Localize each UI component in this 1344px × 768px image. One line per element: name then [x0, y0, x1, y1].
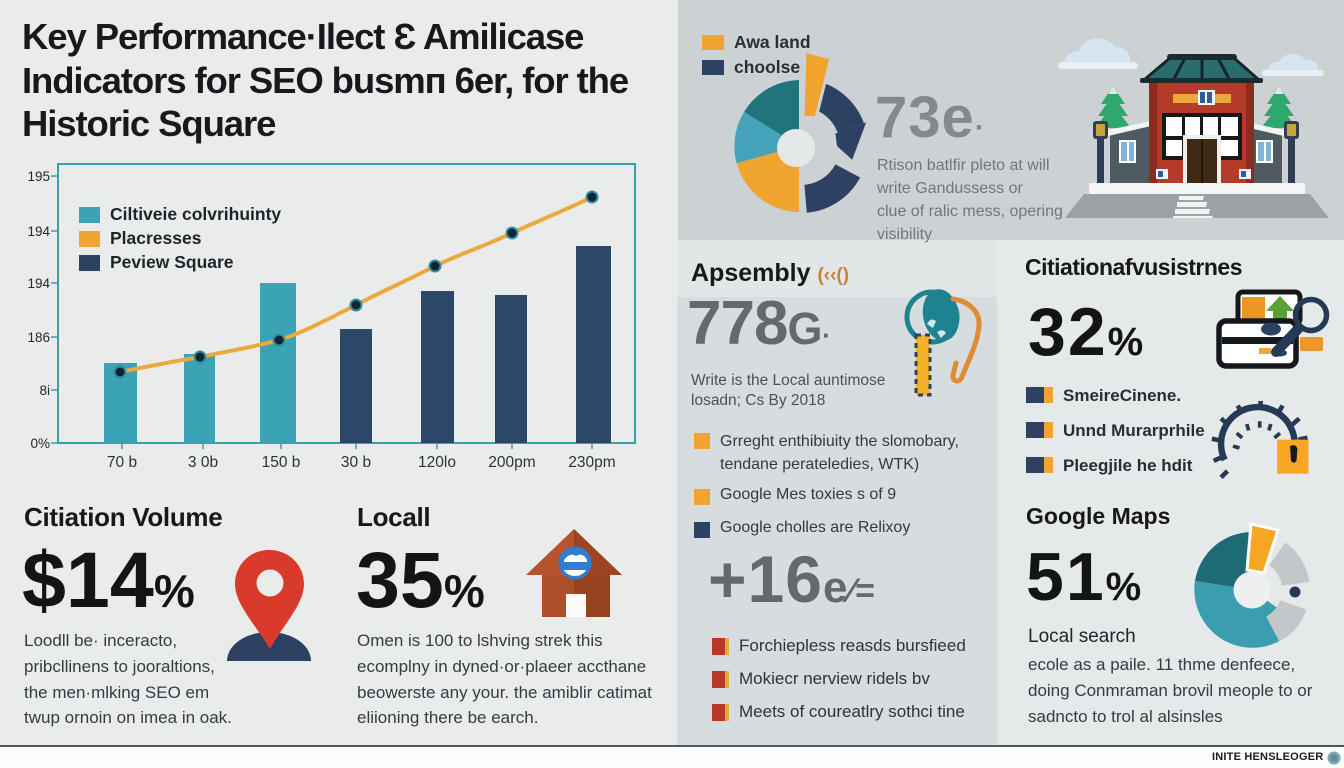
svg-text:70 b: 70 b [107, 454, 137, 471]
svg-text:200pm: 200pm [488, 454, 535, 471]
svg-text:3 0b: 3 0b [188, 454, 218, 471]
svg-text:186: 186 [27, 330, 50, 345]
svg-text:194: 194 [27, 224, 50, 239]
svg-text:30 b: 30 b [341, 454, 371, 471]
svg-text:194: 194 [27, 276, 50, 291]
svg-text:150 b: 150 b [262, 454, 301, 471]
svg-text:0%: 0% [30, 436, 50, 451]
svg-text:195: 195 [27, 169, 50, 184]
svg-text:230pm: 230pm [568, 454, 615, 471]
svg-text:120lo: 120lo [418, 454, 456, 471]
svg-text:8i: 8i [39, 383, 50, 398]
